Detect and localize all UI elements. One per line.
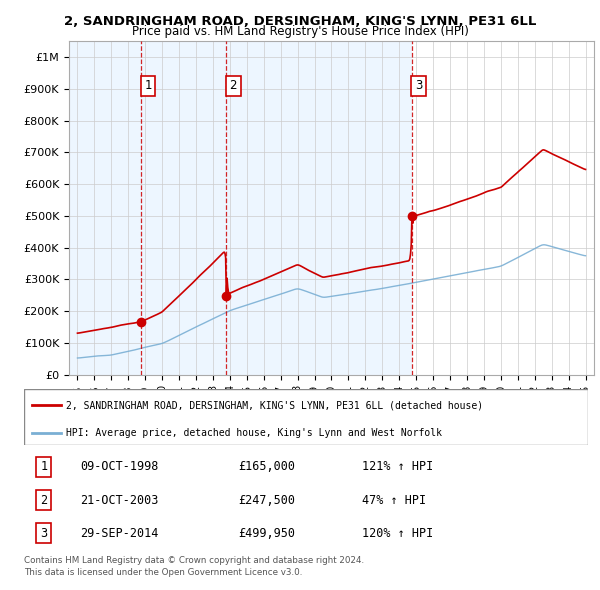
Text: 47% ↑ HPI: 47% ↑ HPI [362, 493, 427, 507]
Text: £247,500: £247,500 [238, 493, 295, 507]
Text: 3: 3 [40, 526, 47, 540]
Text: 29-SEP-2014: 29-SEP-2014 [80, 526, 159, 540]
Text: This data is licensed under the Open Government Licence v3.0.: This data is licensed under the Open Gov… [24, 568, 302, 576]
Text: 121% ↑ HPI: 121% ↑ HPI [362, 460, 434, 474]
Text: 1: 1 [40, 460, 47, 474]
FancyBboxPatch shape [24, 389, 588, 445]
Text: Contains HM Land Registry data © Crown copyright and database right 2024.: Contains HM Land Registry data © Crown c… [24, 556, 364, 565]
Text: 3: 3 [415, 79, 422, 92]
Text: 2, SANDRINGHAM ROAD, DERSINGHAM, KING'S LYNN, PE31 6LL (detached house): 2, SANDRINGHAM ROAD, DERSINGHAM, KING'S … [66, 400, 484, 410]
Text: 21-OCT-2003: 21-OCT-2003 [80, 493, 159, 507]
Text: 1: 1 [145, 79, 152, 92]
Text: 09-OCT-1998: 09-OCT-1998 [80, 460, 159, 474]
Text: £165,000: £165,000 [238, 460, 295, 474]
Bar [142, 41, 226, 375]
Text: £499,950: £499,950 [238, 526, 295, 540]
Bar [69, 41, 142, 375]
Text: 2: 2 [230, 79, 237, 92]
Text: 2: 2 [40, 493, 47, 507]
Text: HPI: Average price, detached house, King's Lynn and West Norfolk: HPI: Average price, detached house, King… [66, 428, 442, 438]
Text: 2, SANDRINGHAM ROAD, DERSINGHAM, KING'S LYNN, PE31 6LL: 2, SANDRINGHAM ROAD, DERSINGHAM, KING'S … [64, 15, 536, 28]
Text: Price paid vs. HM Land Registry's House Price Index (HPI): Price paid vs. HM Land Registry's House … [131, 25, 469, 38]
Bar [226, 41, 412, 375]
Text: 120% ↑ HPI: 120% ↑ HPI [362, 526, 434, 540]
